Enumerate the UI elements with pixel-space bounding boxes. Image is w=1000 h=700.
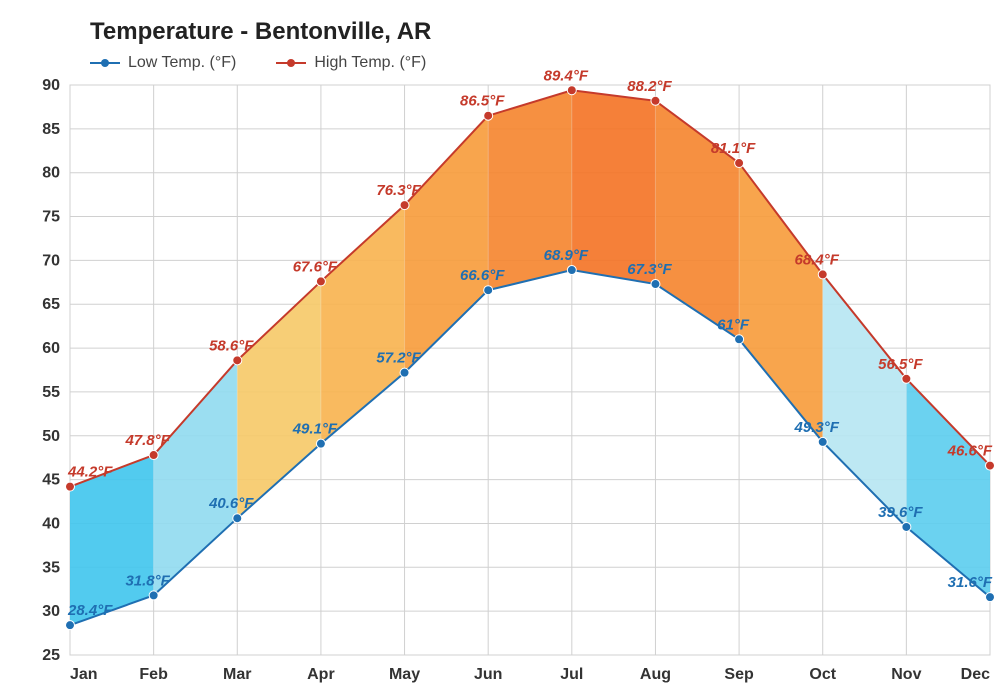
high-temp-label: 46.6°F: [947, 443, 993, 460]
high-temp-label: 88.2°F: [627, 78, 672, 95]
low-temp-marker: [902, 522, 911, 531]
x-tick-label: Aug: [640, 666, 671, 683]
y-tick-label: 35: [42, 559, 60, 576]
low-temp-marker: [233, 514, 242, 523]
temperature-band: [739, 163, 823, 442]
low-temp-label: 39.6°F: [878, 504, 923, 521]
low-temp-marker: [735, 335, 744, 344]
high-temp-marker: [66, 482, 75, 491]
low-temp-marker: [818, 437, 827, 446]
y-tick-label: 85: [42, 121, 60, 138]
y-tick-label: 70: [42, 252, 60, 269]
temperature-band: [237, 281, 321, 518]
high-temp-label: 56.5°F: [878, 356, 923, 373]
x-tick-label: Jun: [474, 666, 502, 683]
low-temp-marker: [316, 439, 325, 448]
high-temp-marker: [233, 356, 242, 365]
high-temp-marker: [316, 277, 325, 286]
high-temp-marker: [484, 111, 493, 120]
y-tick-label: 65: [42, 296, 60, 313]
x-tick-label: Feb: [139, 666, 168, 683]
x-tick-label: Jan: [70, 666, 98, 683]
x-tick-label: Dec: [961, 666, 990, 683]
y-tick-label: 25: [42, 647, 60, 664]
high-temp-label: 86.5°F: [460, 93, 505, 110]
x-tick-label: Jul: [560, 666, 583, 683]
low-temp-marker: [400, 368, 409, 377]
high-temp-marker: [651, 96, 660, 105]
y-tick-label: 90: [42, 77, 60, 94]
high-temp-marker: [818, 270, 827, 279]
high-temp-label: 89.4°F: [544, 67, 589, 84]
high-temp-marker: [735, 159, 744, 168]
low-temp-label: 49.1°F: [292, 421, 338, 438]
high-temp-label: 76.3°F: [376, 182, 421, 199]
temperature-band: [154, 360, 238, 595]
high-temp-marker: [902, 374, 911, 383]
y-tick-label: 30: [42, 603, 60, 620]
y-tick-label: 55: [42, 384, 60, 401]
y-tick-label: 45: [42, 472, 60, 489]
low-temp-label: 28.4°F: [67, 602, 113, 619]
low-temp-marker: [66, 621, 75, 630]
temperature-band: [906, 379, 990, 597]
low-temp-label: 31.8°F: [125, 572, 170, 589]
low-temp-label: 31.6°F: [948, 574, 993, 591]
high-temp-marker: [149, 451, 158, 460]
temperature-band: [655, 101, 739, 340]
y-tick-label: 40: [42, 515, 60, 532]
low-temp-marker: [484, 286, 493, 295]
high-temp-marker: [567, 86, 576, 95]
low-temp-marker: [986, 593, 995, 602]
x-tick-label: Nov: [891, 666, 921, 683]
low-temp-marker: [567, 266, 576, 275]
y-tick-label: 60: [42, 340, 60, 357]
y-tick-label: 50: [42, 428, 60, 445]
low-temp-label: 61°F: [717, 316, 750, 333]
y-tick-label: 75: [42, 209, 60, 226]
temperature-band: [823, 274, 907, 527]
chart-svg: 25 30 35 40 45 50 55 60 65 70 75 80 85 90 Jan Feb Mar Apr…: [0, 0, 1000, 700]
low-temp-label: 40.6°F: [208, 495, 254, 512]
high-temp-label: 68.4°F: [795, 251, 840, 268]
y-tick-label: 80: [42, 165, 60, 182]
x-tick-label: Sep: [724, 666, 754, 683]
x-tick-label: May: [389, 666, 420, 683]
low-temp-label: 57.2°F: [376, 350, 421, 367]
high-temp-marker: [986, 461, 995, 470]
low-temp-label: 67.3°F: [627, 261, 672, 278]
high-temp-marker: [400, 201, 409, 210]
low-temp-label: 49.3°F: [794, 419, 840, 436]
low-temp-marker: [651, 280, 660, 289]
x-tick-label: Oct: [809, 666, 836, 683]
low-temp-label: 68.9°F: [544, 247, 589, 264]
high-temp-label: 44.2°F: [67, 464, 113, 481]
temperature-chart: Temperature - Bentonville, AR Low Temp. …: [0, 0, 1000, 700]
high-temp-label: 58.6°F: [209, 337, 254, 354]
high-temp-label: 67.6°F: [293, 258, 338, 275]
low-temp-label: 66.6°F: [460, 267, 505, 284]
low-temp-marker: [149, 591, 158, 600]
temperature-band: [405, 116, 489, 373]
x-tick-label: Mar: [223, 666, 251, 683]
x-tick-label: Apr: [307, 666, 335, 683]
high-temp-label: 47.8°F: [124, 432, 170, 449]
high-temp-label: 81.1°F: [711, 140, 756, 157]
